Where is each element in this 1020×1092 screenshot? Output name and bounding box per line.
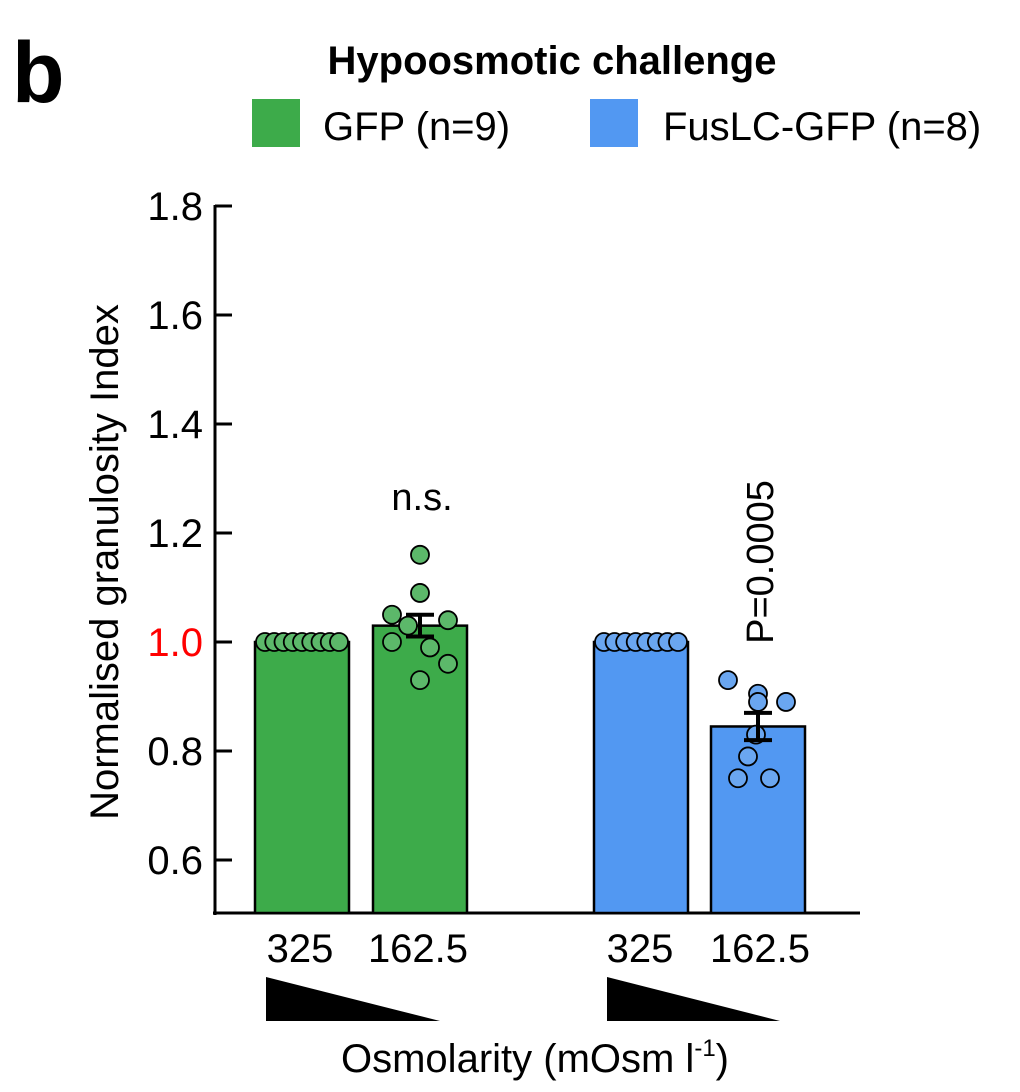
bar-s1-c1 [709, 725, 807, 915]
point-s1-c1-2 [776, 692, 796, 712]
point-s0-c1-5 [382, 632, 402, 652]
legend-swatch-gfp [252, 99, 300, 147]
x-axis-label-superscript: -1 [694, 1035, 715, 1062]
legend-label-fuslc: FusLC-GFP (n=8) [663, 105, 981, 149]
point-s1-c1-0 [718, 670, 738, 691]
point-s0-c1-0 [410, 544, 430, 565]
osmolarity-wedge-fuslc [607, 977, 780, 1021]
point-s1-c1-3 [748, 692, 768, 712]
chart-title: Hypoosmotic challenge [328, 39, 777, 83]
y-ticks: 0.6 0.8 1.0 1.2 1.4 1.6 1.8 [147, 185, 232, 883]
category-label-fuslc-162: 162.5 [710, 927, 810, 971]
x-axis-label: Osmolarity (mOsm l-1) [341, 1035, 729, 1081]
y-tick-label-3: 1.2 [147, 512, 203, 556]
point-s0-c1-2 [382, 604, 402, 625]
y-tick-label-0: 0.6 [147, 839, 203, 883]
point-s0-c1-3 [398, 615, 418, 636]
legend-label-gfp: GFP (n=9) [323, 105, 510, 149]
point-s1-c1-6 [728, 768, 748, 789]
y-tick-label-4: 1.4 [147, 403, 203, 447]
point-s0-c1-1 [410, 583, 430, 603]
error-bars [406, 612, 772, 743]
annotation-ns: n.s. [391, 477, 452, 519]
category-label-gfp-162: 162.5 [368, 927, 468, 971]
point-s0-c1-4 [438, 610, 458, 631]
point-s1-c1-5 [738, 746, 758, 767]
bar-s0-c0 [253, 640, 351, 915]
y-axis-label: Normalised granulosity Index [83, 304, 127, 820]
osmolarity-wedge-gfp [266, 977, 440, 1021]
bar-s1-c0 [592, 640, 690, 915]
point-s0-c0-8 [329, 632, 349, 652]
point-s0-c1-7 [438, 653, 458, 674]
panel-label: b [12, 25, 65, 121]
category-label-gfp-325: 325 [267, 927, 334, 971]
y-tick-label-1: 0.8 [147, 730, 203, 774]
legend: GFP (n=9) FusLC-GFP (n=8) [252, 99, 981, 149]
data-points [255, 544, 796, 789]
legend-swatch-fuslc [590, 99, 638, 147]
x-axis-label-main: Osmolarity (mOsm l [341, 1037, 694, 1081]
point-s1-c1-7 [760, 768, 780, 789]
category-label-fuslc-325: 325 [607, 927, 674, 971]
point-s0-c1-6 [420, 637, 440, 658]
point-s1-c0-7 [668, 632, 688, 652]
y-tick-label-6: 1.8 [147, 185, 203, 229]
x-axis-label-close: ) [716, 1037, 729, 1081]
annotation-p-value: P=0.0005 [740, 480, 782, 644]
y-tick-label-2: 1.0 [147, 621, 203, 665]
point-s0-c1-8 [410, 670, 430, 691]
y-tick-label-5: 1.6 [147, 294, 203, 338]
bars [253, 624, 807, 915]
